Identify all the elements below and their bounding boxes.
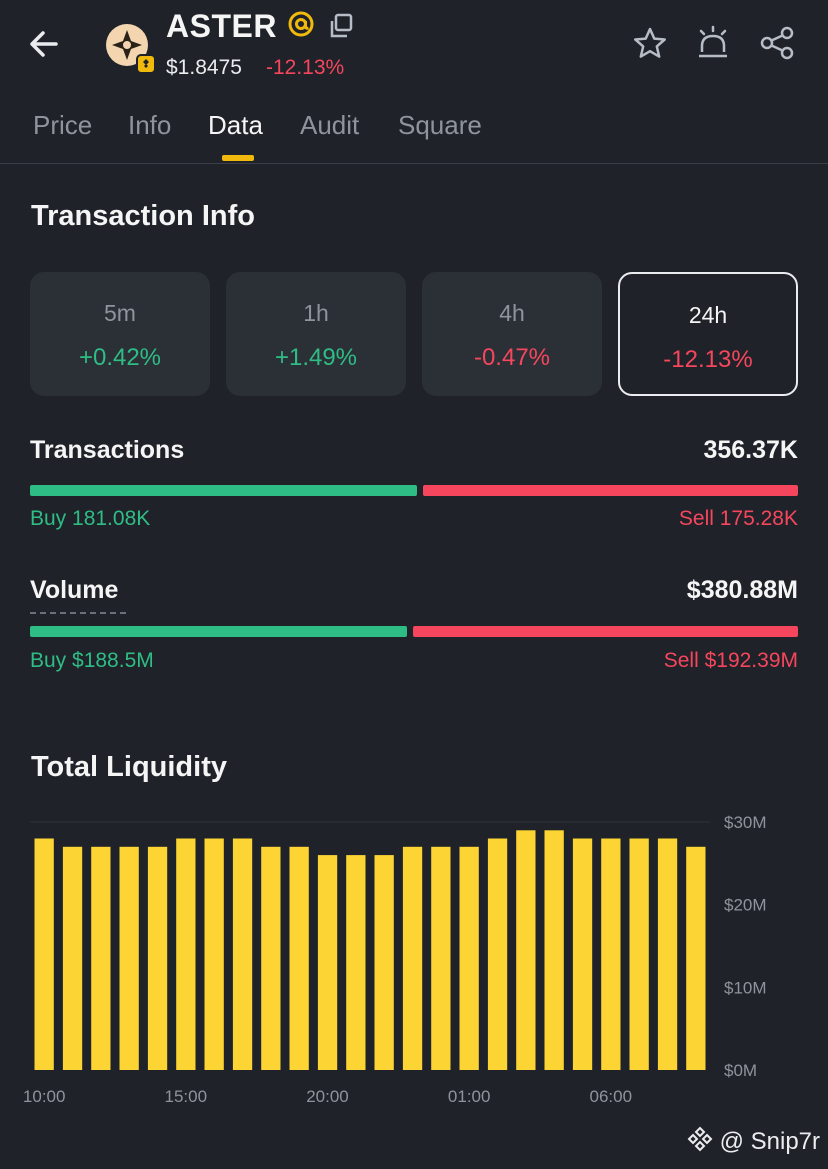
x-tick-label: 01:00 — [448, 1087, 491, 1106]
liquidity-bar[interactable] — [544, 830, 564, 1070]
binance-logo-icon — [687, 1126, 713, 1159]
token-symbol: ASTER — [166, 8, 277, 44]
x-tick-label: 06:00 — [590, 1087, 633, 1106]
liquidity-bar[interactable] — [459, 846, 479, 1070]
star-icon[interactable] — [632, 26, 668, 62]
back-arrow-icon[interactable] — [26, 26, 62, 62]
liquidity-bar[interactable] — [487, 838, 508, 1071]
timeframe-label: 4h — [499, 300, 525, 326]
tab-audit[interactable]: Audit — [300, 110, 360, 140]
volume-sell: Sell $192.39M — [663, 649, 798, 672]
liquidity-bar[interactable] — [317, 855, 338, 1070]
volume-buy: Buy $188.5M — [30, 649, 154, 672]
at-mention-icon[interactable] — [287, 10, 315, 38]
liquidity-bar[interactable] — [119, 846, 139, 1070]
volume-tooltip-underline — [30, 612, 126, 614]
token-price: $1.8475 — [166, 56, 242, 79]
liquidity-bar[interactable] — [601, 838, 621, 1071]
active-tab-indicator — [222, 155, 254, 161]
volume-ratio-bar — [30, 626, 798, 637]
transactions-sell: Sell 175.28K — [678, 507, 798, 530]
bnb-chain-icon — [136, 54, 156, 74]
volume-buy-bar — [30, 626, 407, 637]
timeframe-1h[interactable]: 1h +1.49% — [226, 272, 406, 396]
tab-price[interactable]: Price — [33, 110, 93, 140]
y-tick-label: $10M — [724, 978, 767, 997]
tab-bar: Price Info Data Audit Square — [0, 105, 828, 164]
liquidity-bar[interactable] — [572, 838, 593, 1071]
watermark: @ Snip7r — [687, 1126, 820, 1159]
transactions-total: 356.37K — [703, 436, 798, 464]
y-tick-label: $20M — [724, 896, 767, 915]
token-logo-icon — [106, 24, 148, 66]
copy-icon[interactable] — [327, 12, 355, 40]
x-tick-label: 20:00 — [306, 1087, 349, 1106]
timeframe-change: -12.13% — [663, 346, 753, 373]
timeframe-label: 24h — [688, 302, 728, 328]
liquidity-bar[interactable] — [261, 846, 281, 1070]
liquidity-bar[interactable] — [346, 855, 366, 1070]
liquidity-bar[interactable] — [402, 846, 423, 1070]
transactions-sell-bar — [423, 485, 798, 496]
y-tick-label: $30M — [724, 813, 767, 832]
price-alert-icon[interactable] — [694, 24, 732, 62]
timeframe-label: 5m — [104, 300, 136, 326]
liquidity-bar[interactable] — [657, 838, 678, 1071]
volume-label[interactable]: Volume — [30, 576, 119, 604]
y-tick-label: $0M — [724, 1061, 757, 1080]
liquidity-bar[interactable] — [431, 846, 451, 1070]
transactions-label: Transactions — [30, 436, 185, 464]
volume-sell-bar — [413, 626, 798, 637]
liquidity-bar[interactable] — [176, 838, 196, 1071]
total-liquidity-title: Total Liquidity — [31, 751, 227, 783]
liquidity-bar[interactable] — [289, 846, 309, 1070]
timeframe-change: +1.49% — [274, 344, 358, 371]
liquidity-bar[interactable] — [62, 846, 83, 1070]
liquidity-bar[interactable] — [686, 846, 706, 1070]
transactions-buy-bar — [30, 485, 417, 496]
transactions-ratio-bar — [30, 485, 798, 496]
timeframe-4h[interactable]: 4h -0.47% — [422, 272, 602, 396]
liquidity-bar[interactable] — [204, 838, 224, 1071]
watermark-text: @ Snip7r — [719, 1128, 820, 1155]
timeframe-5m[interactable]: 5m +0.42% — [30, 272, 210, 396]
liquidity-bar[interactable] — [232, 838, 253, 1071]
total-liquidity-chart[interactable]: $0M $10M $20M $30M 10:00 15:00 20:00 01:00 06:00 — [0, 800, 828, 1120]
liquidity-bar[interactable] — [147, 846, 168, 1070]
volume-total: $380.88M — [686, 576, 798, 604]
timeframe-label: 1h — [303, 300, 329, 326]
timeframe-change: -0.47% — [473, 344, 551, 371]
x-tick-label: 10:00 — [23, 1087, 66, 1106]
x-tick-label: 15:00 — [165, 1087, 208, 1106]
liquidity-bar[interactable] — [91, 846, 111, 1070]
liquidity-bar[interactable] — [629, 838, 649, 1071]
price-change: -12.13% — [266, 56, 345, 79]
timeframe-change: +0.42% — [78, 344, 162, 371]
transactions-buy: Buy 181.08K — [30, 507, 151, 530]
tab-square[interactable]: Square — [398, 110, 482, 140]
share-icon[interactable] — [758, 24, 796, 62]
timeframe-24h[interactable]: 24h -12.13% — [618, 272, 798, 396]
liquidity-bar[interactable] — [34, 838, 54, 1071]
liquidity-bar[interactable] — [516, 830, 536, 1070]
liquidity-bar[interactable] — [374, 855, 394, 1070]
tab-data[interactable]: Data — [208, 110, 263, 140]
tab-info[interactable]: Info — [128, 110, 172, 140]
transaction-info-title: Transaction Info — [31, 200, 255, 232]
